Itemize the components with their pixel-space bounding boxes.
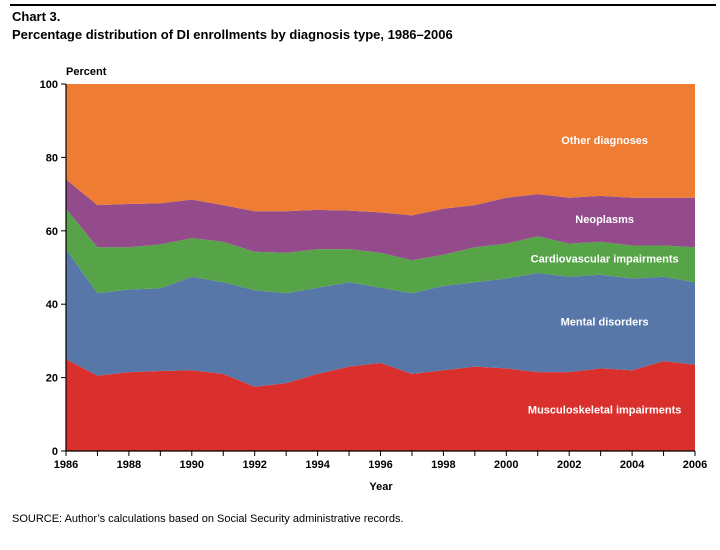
y-tick-label: 40 [46,299,58,311]
y-tick-label: 0 [52,446,58,458]
area-mental-disorders [66,249,695,387]
series-label-neoplasms: Neoplasms [575,214,634,226]
area-musculoskeletal-impairments [66,359,695,451]
x-tick-label: 1996 [368,459,392,471]
x-tick-label: 2004 [620,459,645,471]
series-label-mental-disorders: Mental disorders [561,317,649,329]
y-axis-title: Percent [66,66,107,78]
series-label-other-diagnoses: Other diagnoses [561,135,648,147]
x-tick-label: 2002 [557,459,581,471]
x-tick-label: 1990 [180,459,204,471]
area-other-diagnoses [66,84,695,216]
x-tick-label: 1998 [431,459,455,471]
area-neoplasms [66,179,695,261]
axes: Percent Year 0 20 40 60 80 100 1986 1988 1990 199… [40,66,708,493]
chart-number-label: Chart 3. [12,9,61,24]
top-rule [10,4,716,6]
series-label-musculoskeletal-impairments: Musculoskeletal impairments [528,405,681,417]
y-tick-label: 80 [46,152,58,164]
area-layers [66,84,695,451]
area-labels: Musculoskeletal impairments Mental disord… [528,135,681,417]
x-tick-label: 1992 [242,459,266,471]
y-tick-label: 60 [46,226,58,238]
x-tick-label: 1986 [54,459,78,471]
chart-title: Percentage distribution of DI enrollment… [12,27,453,42]
x-axis-title: Year [369,481,393,493]
area-cardiovascular-impairments [66,208,695,294]
y-tick-label: 100 [40,79,58,91]
x-tick-label: 2006 [683,459,707,471]
x-tick-label: 1994 [305,459,330,471]
x-tick-label: 2000 [494,459,518,471]
y-tick-label: 20 [46,373,58,385]
x-tick-label: 1988 [117,459,141,471]
source-note: SOURCE: Author’s calculations based on S… [12,513,404,525]
series-label-cardiovascular-impairments: Cardiovascular impairments [531,253,679,265]
